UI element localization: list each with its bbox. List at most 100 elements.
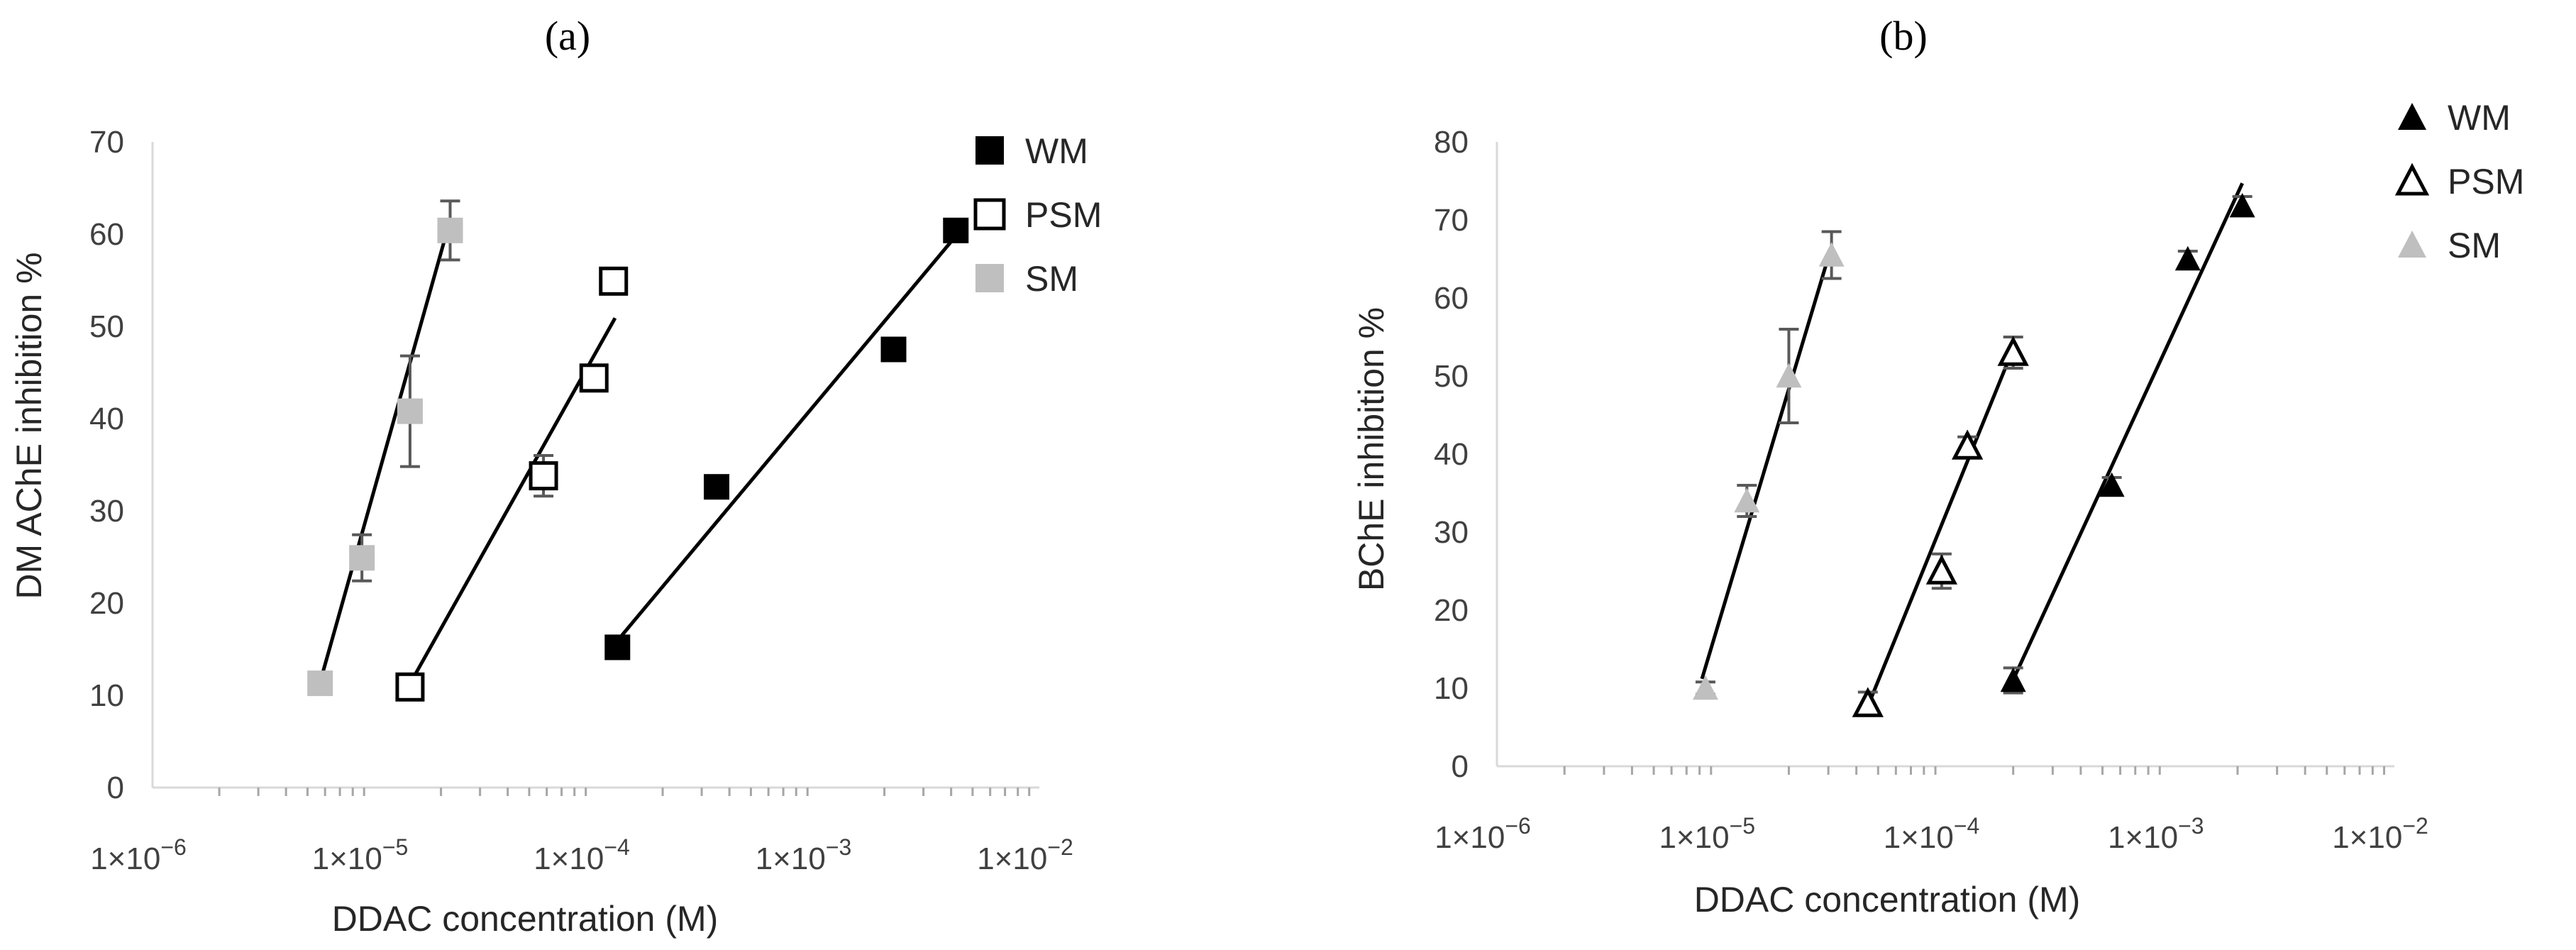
legend-item-sm: SM [2398, 226, 2501, 265]
data-point-wm [2099, 472, 2125, 497]
y-tick-label: 0 [1452, 749, 1469, 784]
fit-line-sm [1700, 245, 1834, 680]
legend-marker-sm [975, 264, 1004, 292]
legend: WM PSM SM [2394, 98, 2524, 265]
data-point-sm [1776, 363, 1802, 388]
data-point-psm [1997, 336, 2029, 366]
y-tick-label: 50 [89, 309, 124, 344]
legend-item-psm: PSM [973, 195, 1102, 235]
y-tick-label: 70 [89, 125, 124, 160]
x-tick-label: 1×10−4 [1884, 813, 1980, 855]
data-point-wm [2229, 193, 2255, 218]
data-point-wm [880, 336, 907, 363]
legend-label-psm: PSM [2448, 162, 2524, 201]
data-point-wm [604, 634, 631, 661]
data-point-wm [2000, 667, 2026, 692]
y-tick-label: 20 [1434, 593, 1469, 628]
x-minor-ticks [218, 788, 1031, 796]
y-tick-label: 30 [89, 494, 124, 529]
x-axis-title: DDAC concentration (M) [1694, 880, 2081, 919]
fit-line-wm [2006, 182, 2244, 692]
data-point-psm [1852, 687, 1884, 717]
data-point-psm [599, 266, 629, 296]
y-tick-label: 10 [89, 678, 124, 713]
fit-lines [1700, 182, 2244, 712]
legend-marker-wm [975, 136, 1004, 165]
legend-item-wm: WM [975, 131, 1088, 171]
y-axis-title: BChE inhibition % [1351, 307, 1391, 591]
panel-label-a: (a) [545, 13, 590, 59]
panel-label-b: (b) [1879, 13, 1928, 59]
x-tick-label: 1×10−3 [2108, 813, 2204, 855]
y-tick-label: 60 [1434, 281, 1469, 316]
legend-swatch-sm [2398, 231, 2426, 258]
x-tick-label: 1×10−5 [1659, 813, 1755, 855]
legend-swatch-sm [975, 264, 1004, 292]
data-point-wm [943, 217, 969, 243]
y-tick-label: 30 [1434, 515, 1469, 550]
data-point-psm [1952, 429, 1984, 460]
legend-item-wm: WM [2398, 98, 2511, 138]
y-tick-label: 20 [89, 586, 124, 621]
data-point-sm [397, 398, 423, 424]
data-point-psm [579, 363, 609, 393]
y-tick-label: 50 [1434, 359, 1469, 394]
legend-swatch-wm [975, 136, 1004, 165]
data-point-sm [307, 670, 333, 697]
data-point-sm [437, 217, 463, 243]
x-tick-label: 1×10−2 [2332, 813, 2428, 855]
legend-swatch-psm [2394, 162, 2430, 196]
x-tick-label: 1×10−4 [534, 834, 630, 876]
data-point-psm [529, 461, 558, 491]
data-markers [1692, 193, 2255, 717]
y-tick-label: 80 [1434, 125, 1469, 160]
legend-item-psm: PSM [2394, 162, 2524, 201]
x-tick-label: 1×10−3 [756, 834, 852, 876]
x-tick-labels: 1×10−6 1×10−5 1×10−4 1×10−3 1×10−2 [90, 834, 1073, 876]
data-point-wm [2174, 245, 2201, 271]
data-point-sm [1734, 487, 1760, 513]
y-tick-label: 0 [107, 771, 124, 805]
y-tick-label: 40 [1434, 437, 1469, 472]
legend-marker-psm [973, 198, 1006, 231]
chart-panel-b: (b) DDAC concentration (M) BChE inhibiti… [1351, 13, 2524, 919]
chart-panel-a: (a) DDAC concentration (M) DM AChE inhib… [9, 13, 1102, 939]
fit-line-psm [1864, 348, 2016, 712]
x-tick-label: 1×10−2 [977, 834, 1073, 876]
legend-label-wm: WM [2448, 98, 2511, 138]
y-tick-label: 70 [1434, 203, 1469, 238]
y-tick-label: 10 [1434, 671, 1469, 706]
fit-line-wm [610, 234, 958, 649]
fit-line-sm [314, 235, 448, 695]
data-point-sm [1818, 242, 1845, 267]
x-tick-label: 1×10−6 [90, 834, 187, 876]
legend-marker-psm [2394, 162, 2430, 196]
legend-label-sm: SM [2448, 226, 2501, 265]
x-tick-label: 1×10−5 [312, 834, 409, 876]
data-point-sm [349, 545, 375, 571]
data-point-psm [395, 672, 425, 702]
x-axis-title: DDAC concentration (M) [332, 899, 719, 939]
y-tick-labels: 0 10 20 30 40 50 60 70 [89, 125, 124, 805]
y-axis-title: DM AChE inhibition % [9, 252, 49, 599]
legend-marker-sm [2398, 231, 2426, 258]
legend-label-sm: SM [1025, 259, 1078, 299]
data-point-sm [1692, 675, 1718, 700]
legend-label-psm: PSM [1025, 195, 1102, 235]
x-minor-ticks [1563, 766, 2386, 775]
legend-marker-wm [2398, 103, 2426, 130]
x-tick-labels: 1×10−6 1×10−5 1×10−4 1×10−3 1×10−2 [1435, 813, 2428, 855]
y-tick-label: 60 [89, 217, 124, 252]
data-point-wm [704, 474, 730, 500]
legend-label-wm: WM [1025, 131, 1088, 171]
legend-item-sm: SM [975, 259, 1078, 299]
data-markers [307, 217, 969, 702]
legend: WM PSM SM [973, 131, 1102, 299]
legend-swatch-psm [973, 198, 1006, 231]
legend-swatch-wm [2398, 103, 2426, 130]
data-point-psm [1925, 554, 1958, 585]
y-tick-labels: 0 10 20 30 40 50 60 70 80 [1434, 125, 1469, 784]
x-tick-label: 1×10−6 [1435, 813, 1531, 855]
y-tick-label: 40 [89, 402, 124, 436]
